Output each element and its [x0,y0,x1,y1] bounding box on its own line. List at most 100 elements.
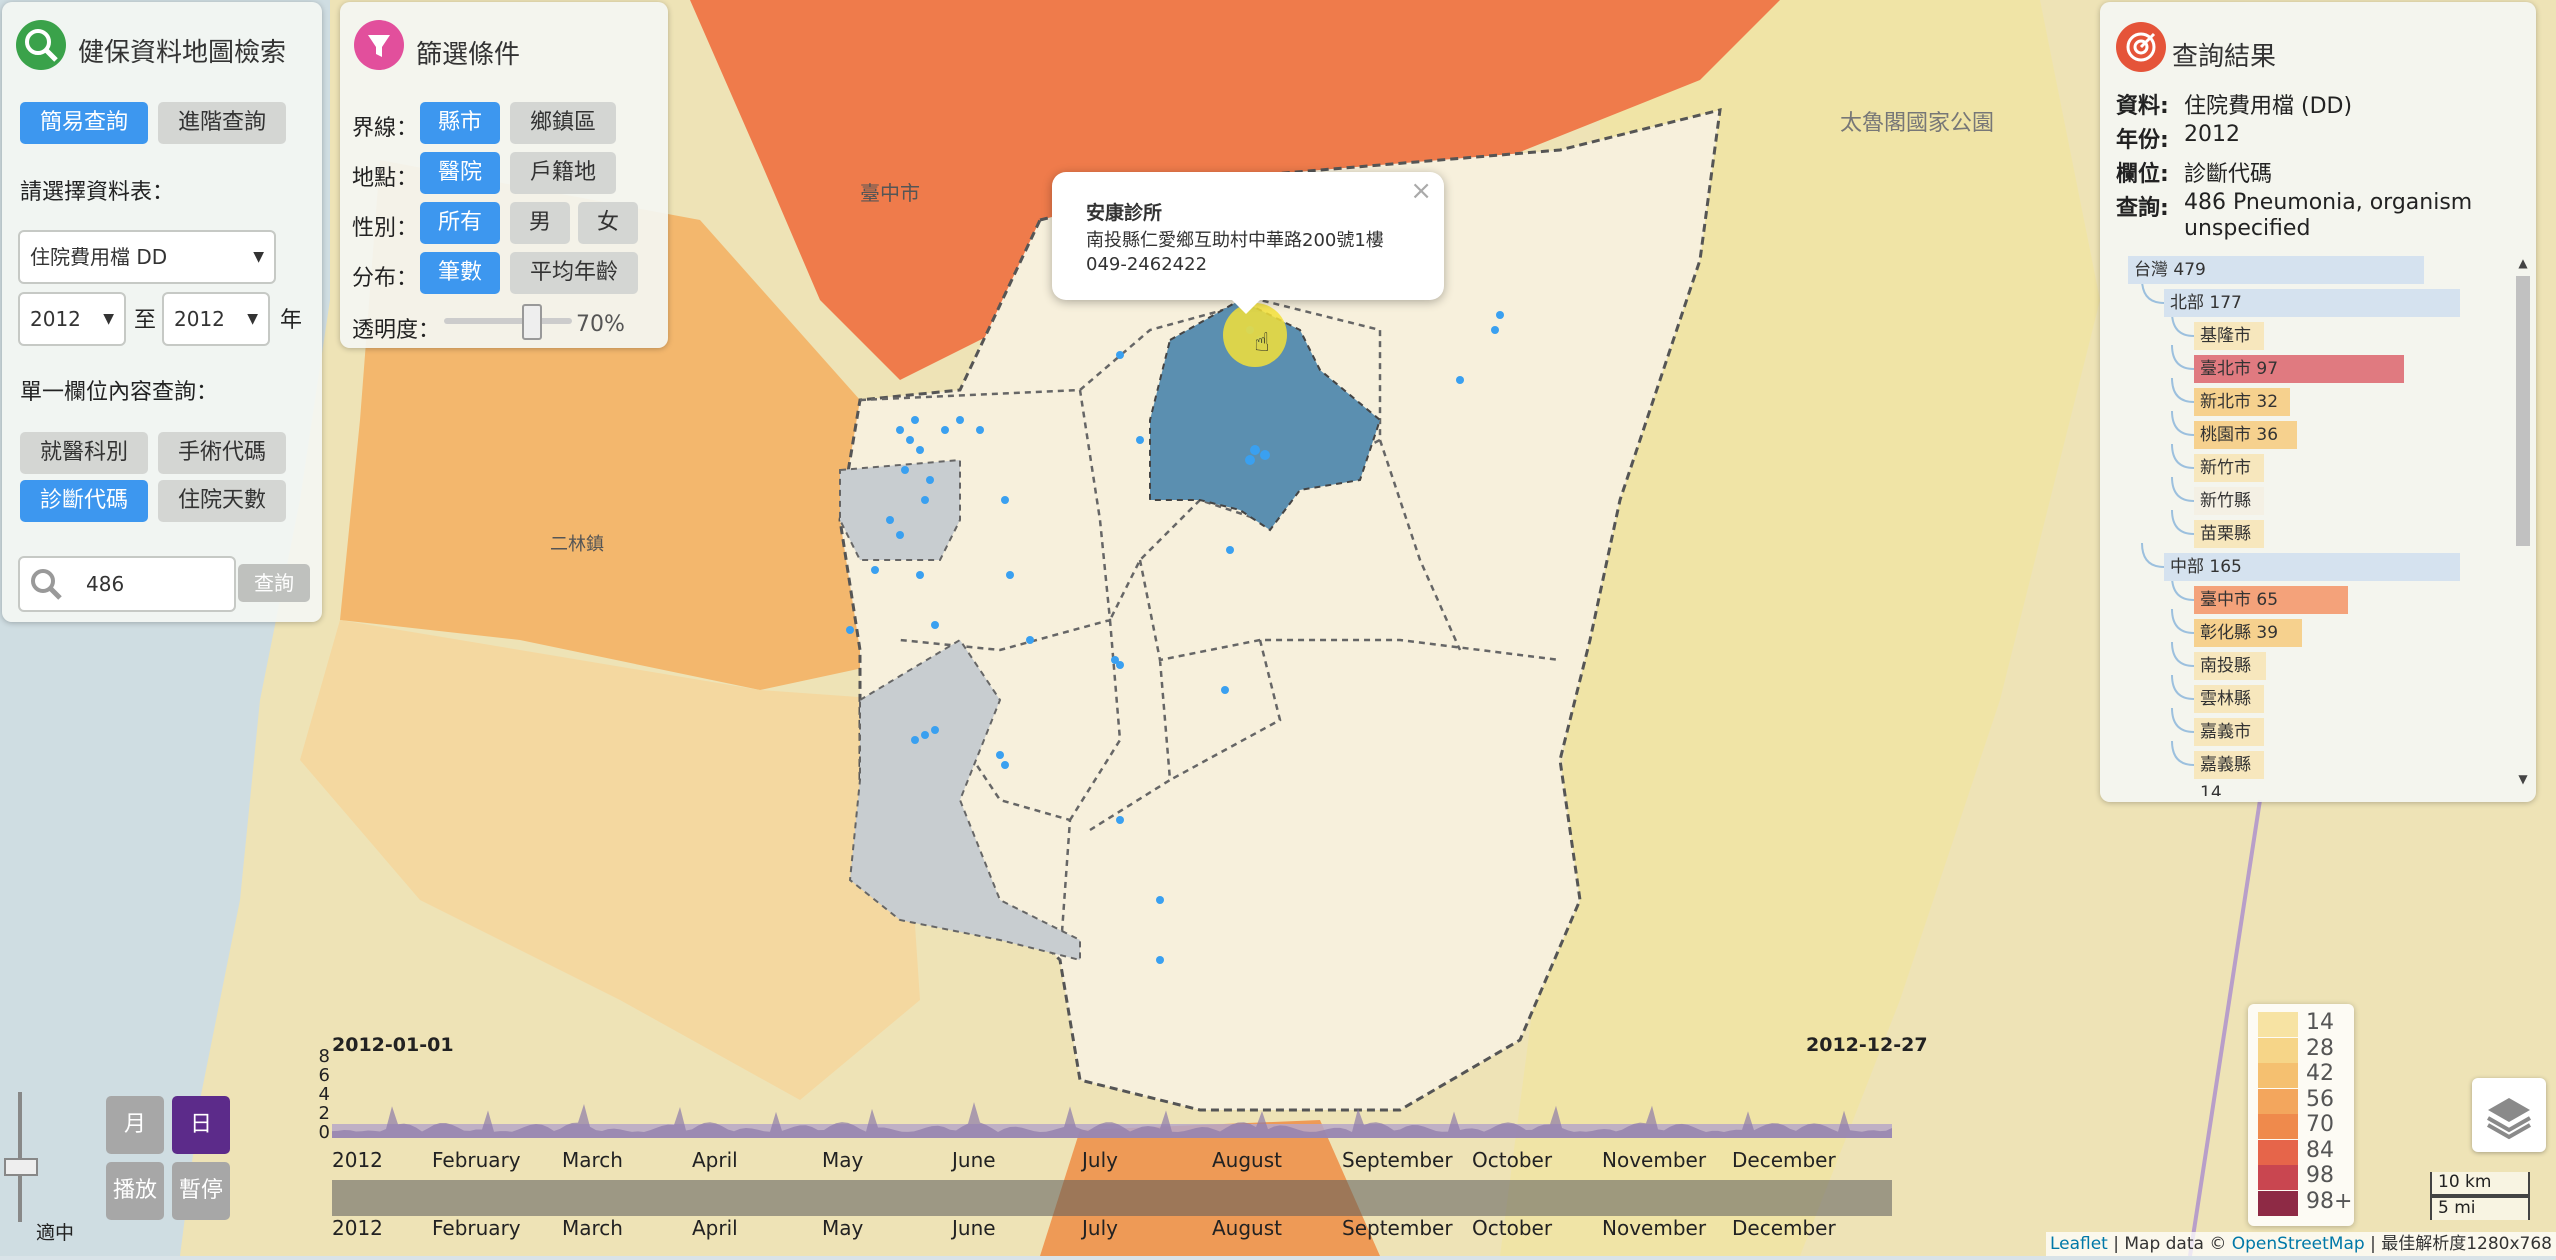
opacity-slider[interactable] [444,304,572,340]
filter-boundary-township[interactable]: 鄉鎮區 [510,102,616,144]
search-icon [16,20,66,70]
tree-node[interactable]: 臺北市 97 [2194,355,2404,383]
tree-node[interactable]: 苗栗縣 2 [2194,520,2264,572]
timeline-month-label: November [1602,1216,1707,1240]
layers-button[interactable] [2472,1078,2546,1152]
filter-gender-female[interactable]: 女 [578,202,638,244]
filter-boundary-county[interactable]: 縣市 [420,102,500,144]
legend-swatch [2258,1037,2298,1063]
timeline-y-tick: 6 [318,1065,330,1086]
search-input[interactable]: 486 [18,556,236,612]
result-row: 查詢: 486 Pneumonia, organism unspecified [2116,190,2516,242]
tree-node[interactable]: 臺中市 65 [2194,586,2348,614]
timeline-brush[interactable] [332,1180,1892,1216]
table-select[interactable]: 住院費用檔 DD ▼ [18,230,276,284]
filter-panel-title: 篩選條件 [416,40,521,70]
tree-connector [2171,641,2195,667]
legend-panel: 14 28 42 56 70 84 98 98+ [2248,1004,2354,1226]
timeline-month-label: August [1212,1148,1282,1172]
field-button-surgery-code[interactable]: 手術代碼 [158,432,286,474]
legend-label: 84 [2306,1137,2334,1163]
timeline-month-label: May [822,1216,864,1240]
field-button-department[interactable]: 就醫科別 [20,432,148,474]
tree-node[interactable]: 南投縣 18 [2194,652,2266,704]
popup-close-button[interactable]: × [1410,176,1432,206]
tree-node[interactable]: 新竹市 5 [2194,454,2264,506]
hand-cursor-icon: ☝ [1254,328,1270,358]
filter-icon [354,20,404,70]
timeline-month-label: September [1342,1216,1453,1240]
scroll-down-icon[interactable]: ▼ [2518,772,2528,786]
result-panel: 查詢結果 資料: 住院費用檔 (DD) 年份: 2012 欄位: 診斷代碼 查詢: 48… [2100,2,2536,802]
timeline-day-button[interactable]: 日 [172,1096,230,1154]
legend-rows: 14 28 42 56 70 84 98 98+ [2258,1010,2352,1218]
scale-km: 10 km [2430,1172,2530,1196]
tree-node[interactable]: 桃園市 36 [2194,421,2298,449]
tree-connector [2171,443,2195,469]
advanced-query-tab[interactable]: 進階查詢 [158,102,286,144]
tree-node[interactable]: 新北市 32 [2194,388,2291,416]
zoom-slider[interactable] [4,1092,38,1222]
tree-connector [2171,476,2195,502]
opacity-value: 70% [576,312,625,337]
result-value: 2012 [2184,122,2240,147]
tree-connector [2171,509,2195,535]
timeline-month-button[interactable]: 月 [106,1096,164,1154]
scroll-thumb[interactable] [2516,276,2530,546]
tree-node[interactable]: 彰化縣 39 [2194,619,2303,647]
filter-location-hospital[interactable]: 醫院 [420,152,500,194]
opacity-slider-handle[interactable] [522,304,542,340]
simple-query-tab[interactable]: 簡易查詢 [20,102,148,144]
leaflet-link[interactable]: Leaflet [2049,1234,2108,1254]
timeline-month-label: December [1732,1216,1836,1240]
timeline-y-tick: 0 [318,1122,330,1143]
result-row: 資料: 住院費用檔 (DD) [2116,88,2516,120]
tree-node[interactable]: 基隆市 5 [2194,322,2264,374]
tree-node[interactable]: 雲林縣 13 [2194,685,2264,737]
tree-node[interactable]: 嘉義縣 14 [2194,751,2264,796]
legend-label: 98 [2306,1163,2334,1188]
year-from-select[interactable]: 2012 ▼ [18,292,126,346]
year-to-select[interactable]: 2012 ▼ [162,292,270,346]
filter-label-gender: 性別： [352,216,419,241]
timeline-pause-button[interactable]: 暫停 [172,1162,230,1220]
map-label-taroko: 太魯閣國家公園 [1840,111,1994,136]
result-tree[interactable]: 台灣 479 北部 177 基隆市 5臺北市 97 新北市 32 桃園市 36 新竹市 5… [2128,256,2514,796]
tree-node[interactable]: 新竹縣 0 [2194,487,2264,539]
tree-node[interactable]: 台灣 479 [2128,256,2424,284]
field-button-stay-days[interactable]: 住院天數 [158,480,286,522]
tree-node[interactable]: 中部 165 [2164,553,2460,581]
timeline-svg [332,1102,1892,1216]
tree-scrollbar[interactable]: ▲ ▼ [2516,256,2530,786]
filter-distribution-age[interactable]: 平均年齡 [510,252,638,294]
township-highlighted[interactable] [1149,298,1382,532]
tree-connector [2171,410,2195,436]
tree-node[interactable]: 北部 177 [2164,289,2460,317]
result-value: 486 Pneumonia, organism unspecified [2184,190,2473,241]
filter-distribution-count[interactable]: 筆數 [420,252,500,294]
search-button[interactable]: 查詢 [238,564,310,602]
legend-swatch [2258,1165,2298,1190]
search-panel: 健保資料地圖檢索 簡易查詢 進階查詢 請選擇資料表： 住院費用檔 DD ▼ 20… [2,2,322,622]
result-key: 查詢: [2116,196,2169,221]
timeline-play-button[interactable]: 播放 [106,1162,164,1220]
timeline-month-label: December [1732,1148,1836,1172]
filter-gender-all[interactable]: 所有 [420,202,500,244]
timeline-end-date: 2012-12-27 [1806,1034,1928,1056]
timeline-y-tick: 2 [318,1103,330,1124]
timeline-start-date: 2012-01-01 [332,1034,454,1056]
osm-link[interactable]: OpenStreetMap [2231,1234,2365,1254]
tree-node[interactable]: 嘉義市 16 [2194,718,2264,770]
scroll-up-icon[interactable]: ▲ [2518,256,2528,270]
tree-connector [2171,674,2195,700]
filter-location-household[interactable]: 戶籍地 [510,152,616,194]
zoom-handle[interactable] [4,1158,38,1176]
timeline-month-label: July [1082,1216,1118,1240]
result-panel-title: 查詢結果 [2172,42,2277,72]
field-button-diagnosis-code[interactable]: 診斷代碼 [20,480,148,522]
chevron-down-icon: ▼ [103,311,114,327]
timeline-month-label: November [1602,1148,1707,1172]
filter-gender-male[interactable]: 男 [510,202,570,244]
